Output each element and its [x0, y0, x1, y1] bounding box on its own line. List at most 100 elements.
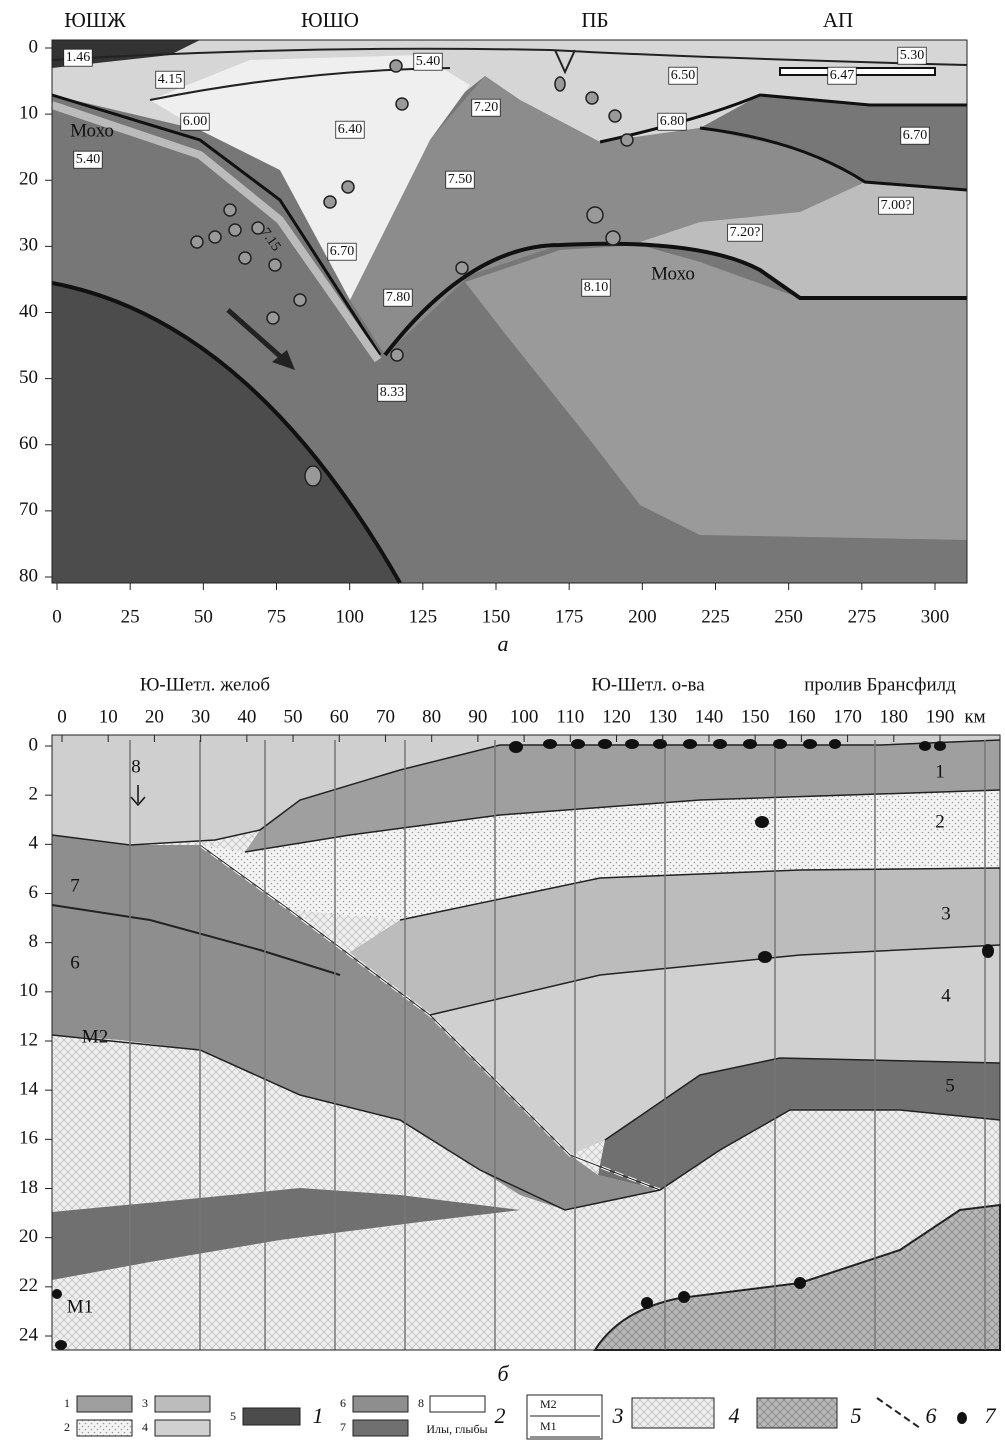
x-tick-label: 225 — [701, 606, 730, 627]
y-tick-label: 40 — [19, 301, 38, 322]
y-tick-label: 6 — [29, 882, 39, 903]
legend-number: 4 — [142, 1420, 148, 1434]
region-label: ПБ — [581, 8, 608, 32]
legend-number: 3 — [142, 1396, 148, 1410]
velocity-label: 6.00 — [183, 114, 208, 129]
legend-label: M2 — [540, 1397, 557, 1411]
legend-group: 4 — [729, 1403, 740, 1428]
x-tick-label: 100 — [335, 606, 364, 627]
x-tick-label: 160 — [787, 706, 816, 727]
layer-label: 7 — [70, 875, 80, 896]
swatch — [155, 1420, 210, 1436]
swatch — [632, 1398, 714, 1428]
y-tick-label: 2 — [29, 784, 39, 805]
x-tick-label: 150 — [741, 706, 770, 727]
velocity-label: 6.50 — [671, 68, 696, 83]
legend-group: 2 — [495, 1403, 506, 1428]
y-tick-label: 30 — [19, 235, 38, 256]
swatch — [155, 1396, 210, 1412]
x-tick-label: 30 — [191, 706, 210, 727]
region-label: ЮШО — [301, 8, 359, 32]
x-tick-label: 60 — [330, 706, 349, 727]
y-tick-label: 18 — [19, 1177, 38, 1198]
velocity-label: 6.47 — [830, 68, 855, 83]
panel-caption: а — [498, 631, 509, 656]
velocity-label: 7.20 — [474, 100, 499, 115]
y-tick-label: 60 — [19, 433, 38, 454]
velocity-label: 7.00? — [881, 198, 912, 213]
x-tick-label: 10 — [99, 706, 118, 727]
y-tick-label: 70 — [19, 499, 38, 520]
x-tick-label: 275 — [848, 606, 877, 627]
layer-label: 1 — [935, 761, 945, 782]
lens — [780, 68, 935, 75]
body: ЮШЖЮШОПБАП025507510012515017520022525027… — [0, 0, 1005, 1446]
layer-label: M2 — [82, 1026, 108, 1047]
x-tick-label: 175 — [555, 606, 584, 627]
x-tick-label: 200 — [628, 606, 657, 627]
velocity-label: 4.15 — [158, 72, 183, 87]
layer-label: 2 — [935, 811, 945, 832]
y-tick-label: 24 — [19, 1324, 39, 1345]
legend-number: 2 — [64, 1420, 70, 1434]
region-label: Ю-Шетл. о-ва — [591, 674, 705, 695]
swatch — [77, 1420, 132, 1436]
legend-number: 5 — [230, 1409, 236, 1423]
x-tick-label: 120 — [602, 706, 631, 727]
y-tick-label: 10 — [19, 980, 38, 1001]
layer-label: 6 — [70, 952, 80, 973]
x-tick-label: 130 — [648, 706, 677, 727]
velocity-label: 5.30 — [900, 48, 925, 63]
x-tick-label: 125 — [409, 606, 438, 627]
region-label: ЮШЖ — [64, 8, 126, 32]
x-tick-label: 20 — [145, 706, 164, 727]
y-tick-label: 4 — [29, 833, 39, 854]
x-tick-label: 50 — [194, 606, 213, 627]
x-unit: км — [964, 706, 985, 727]
swatch — [757, 1398, 837, 1428]
x-tick-label: 0 — [52, 606, 62, 627]
layer-label: 5 — [945, 1075, 955, 1096]
legend-label: M1 — [540, 1419, 557, 1433]
x-tick-label: 50 — [284, 706, 303, 727]
legend-group: 3 — [612, 1403, 624, 1428]
x-tick-label: 190 — [926, 706, 955, 727]
y-tick-label: 50 — [19, 367, 38, 388]
swatch — [353, 1396, 408, 1412]
velocity-label: 7.20? — [730, 225, 761, 240]
y-tick-label: 80 — [19, 565, 38, 586]
legend-number: 6 — [340, 1396, 346, 1410]
y-tick-label: 8 — [29, 931, 39, 952]
x-tick-label: 90 — [468, 706, 487, 727]
x-tick-label: 110 — [556, 706, 584, 727]
legend-group: 5 — [851, 1403, 862, 1428]
y-tick-label: 14 — [19, 1079, 39, 1100]
x-tick-label: 140 — [695, 706, 724, 727]
layer-label: 8 — [131, 756, 141, 777]
x-tick-label: 0 — [57, 706, 67, 727]
x-tick-label: 300 — [921, 606, 950, 627]
x-tick-label: 180 — [880, 706, 909, 727]
velocity-label: 5.40 — [76, 152, 101, 167]
legend-number: 8 — [418, 1396, 424, 1410]
swatch-dot — [957, 1412, 967, 1424]
y-tick-label: 0 — [29, 734, 39, 755]
layer-label: 3 — [941, 903, 951, 924]
swatch — [527, 1395, 602, 1439]
layer-label: 4 — [941, 985, 951, 1006]
legend-group: 1 — [313, 1403, 324, 1428]
legend-group: 6 — [926, 1403, 937, 1428]
x-tick-label: 100 — [510, 706, 539, 727]
velocity-label: 6.40 — [338, 122, 363, 137]
swatch — [77, 1396, 132, 1412]
x-tick-label: 25 — [121, 606, 140, 627]
legend-number: 1 — [64, 1396, 70, 1410]
y-tick-label: 10 — [19, 102, 38, 123]
y-tick-label: 0 — [29, 36, 39, 57]
legend-label: Илы, глыбы — [426, 1422, 487, 1436]
page: Seismic sections {"panel_a": { "top_labe… — [0, 0, 1005, 1446]
y-tick-label: 20 — [19, 1226, 38, 1247]
x-tick-label: 40 — [237, 706, 256, 727]
region-label: Ю-Шетл. желоб — [140, 674, 270, 695]
legend — [77, 1395, 967, 1439]
